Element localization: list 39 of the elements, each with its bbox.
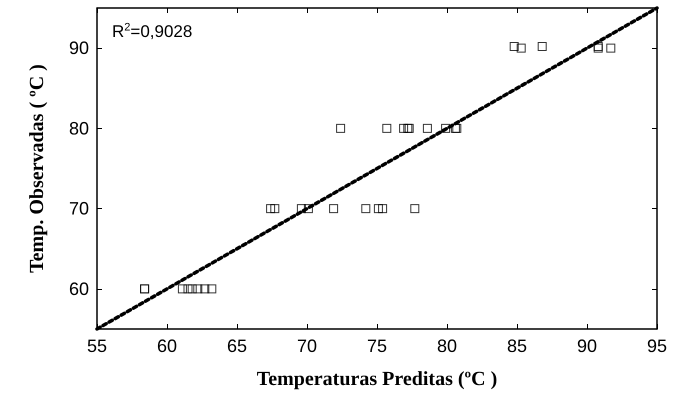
point	[538, 42, 547, 52]
y-tick-label: 60	[68, 278, 89, 299]
point	[422, 124, 432, 133]
point	[516, 44, 526, 53]
point	[399, 124, 408, 133]
point	[378, 204, 388, 214]
x-axis-title: Temperaturas Preditas (ºC )	[256, 368, 498, 390]
point	[266, 204, 276, 214]
point	[184, 284, 192, 294]
point	[336, 124, 346, 133]
point	[382, 124, 392, 133]
y-tick-label: 70	[68, 198, 89, 219]
x-tick-label: 65	[226, 336, 248, 356]
point	[606, 44, 616, 53]
x-tick-label: 80	[436, 336, 458, 356]
x-tick-label: 85	[506, 336, 528, 356]
y-tick-label: 90	[68, 38, 89, 58]
x-tick-label: 95	[646, 336, 668, 356]
y-tick-label: 80	[68, 118, 89, 138]
point	[178, 284, 187, 294]
point	[296, 204, 306, 214]
point	[207, 284, 216, 294]
point	[329, 204, 338, 214]
point	[270, 204, 280, 214]
x-tick-label: 55	[86, 336, 108, 356]
point	[510, 42, 519, 52]
x-tick-label: 70	[296, 336, 318, 356]
point	[304, 204, 313, 214]
point	[200, 284, 210, 294]
point	[188, 284, 197, 294]
x-tick-label: 60	[156, 336, 178, 356]
y-axis-title: Temp. Observadas ( ºC )	[26, 64, 48, 273]
point	[410, 204, 420, 214]
point	[361, 204, 370, 214]
point	[374, 204, 383, 214]
point	[193, 284, 202, 294]
x-tick-label: 90	[576, 336, 598, 356]
x-tick-label: 75	[366, 336, 388, 356]
point	[441, 124, 450, 133]
